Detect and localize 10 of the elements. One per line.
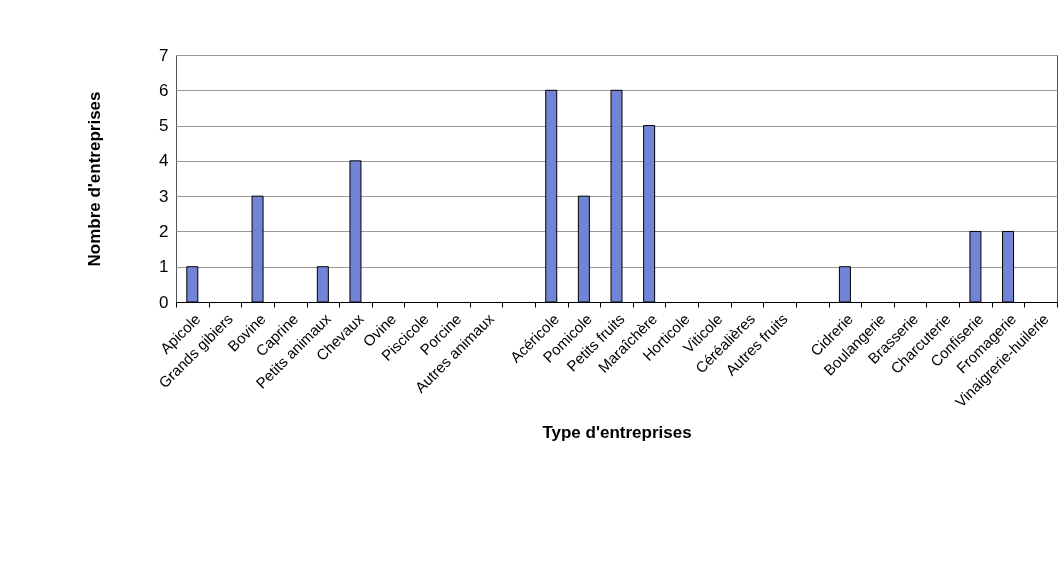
y-tick-label: 5	[159, 116, 169, 136]
y-tick-label: 4	[159, 151, 169, 171]
x-axis-title: Type d'entreprises	[542, 423, 692, 443]
y-tick-label: 7	[159, 45, 169, 65]
y-tick-label: 6	[159, 80, 169, 100]
y-tick-label: 3	[159, 186, 169, 206]
y-tick-label: 2	[159, 221, 169, 241]
y-tick-label: 1	[159, 257, 169, 277]
y-axis-title: Nombre d'entreprises	[85, 91, 105, 267]
y-tick-label: 0	[159, 292, 169, 312]
